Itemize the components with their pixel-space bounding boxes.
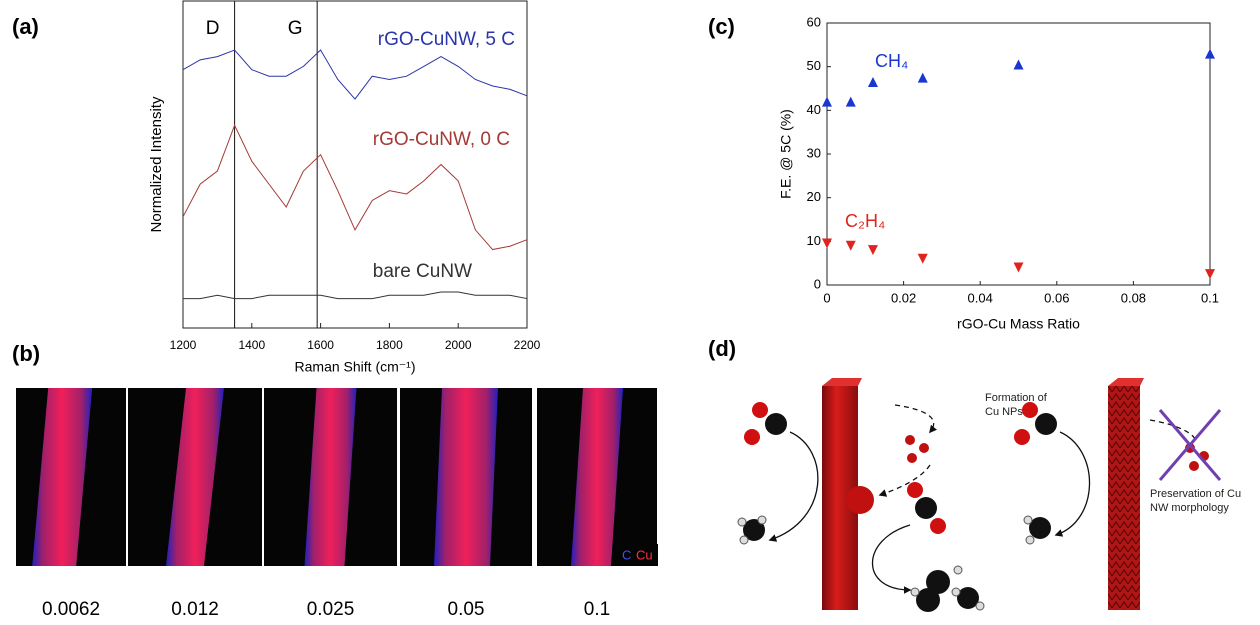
point bbox=[917, 72, 928, 83]
x-tick-label: 1600 bbox=[307, 338, 334, 352]
x-tick-label: 1200 bbox=[170, 338, 197, 352]
y-tick-label: 10 bbox=[807, 233, 821, 248]
note: Cu NPs bbox=[985, 406, 1023, 418]
x-tick-label: 0.06 bbox=[1044, 290, 1069, 305]
y-tick-label: 60 bbox=[807, 14, 821, 29]
x-tick-label: 0.04 bbox=[968, 290, 993, 305]
x-tick-label: 2200 bbox=[514, 338, 541, 352]
x-tick-label: 1800 bbox=[376, 338, 403, 352]
cross bbox=[1158, 409, 1222, 481]
spectrum bbox=[182, 123, 528, 251]
point bbox=[917, 253, 928, 264]
series-label: rGO-CuNW, 5 C bbox=[378, 29, 515, 50]
peak-label: D bbox=[206, 18, 220, 39]
map-band bbox=[304, 388, 357, 566]
panel-label: (d) bbox=[708, 336, 736, 361]
map-label: 0.012 bbox=[171, 599, 219, 620]
spectrum bbox=[182, 49, 528, 100]
x-tick-label: 1400 bbox=[238, 338, 265, 352]
x-tick-label: 0.1 bbox=[1201, 290, 1219, 305]
y-tick-label: 0 bbox=[814, 276, 821, 291]
point bbox=[867, 245, 878, 256]
map-band bbox=[571, 388, 623, 566]
map-band bbox=[32, 388, 93, 566]
x-tick-label: 0.08 bbox=[1121, 290, 1146, 305]
peak-label: G bbox=[288, 18, 303, 39]
point bbox=[1205, 269, 1215, 280]
series-label: rGO-CuNW, 0 C bbox=[373, 129, 510, 150]
map-label: 0.05 bbox=[448, 599, 485, 620]
x-tick-label: 0 bbox=[823, 290, 830, 305]
point bbox=[822, 238, 832, 249]
x-axis-label: rGO-Cu Mass Ratio bbox=[957, 316, 1080, 332]
series-label: bare CuNW bbox=[373, 261, 472, 282]
map-band bbox=[434, 388, 498, 566]
series-label: C₂H₄ bbox=[845, 211, 885, 231]
legend-c: C bbox=[622, 547, 631, 562]
panel-label: (c) bbox=[708, 14, 735, 39]
panel-label: (b) bbox=[12, 341, 40, 366]
y-tick-label: 20 bbox=[807, 189, 821, 204]
note: NW morphology bbox=[1150, 502, 1229, 514]
map-label: 0.1 bbox=[584, 599, 610, 620]
map-label: 0.025 bbox=[307, 599, 355, 620]
series-label: CH₄ bbox=[875, 51, 908, 71]
pillar bbox=[1108, 386, 1140, 610]
point bbox=[1205, 48, 1215, 59]
note: Formation of bbox=[985, 392, 1048, 404]
plot-frame bbox=[182, 0, 528, 329]
x-axis-label: Raman Shift (cm⁻¹) bbox=[295, 359, 416, 375]
note: Preservation of Cu bbox=[1150, 488, 1241, 500]
pillar-top bbox=[1108, 378, 1144, 386]
map-band bbox=[166, 388, 224, 566]
diagram: Formation of Cu NPs Preservation of Cu N… bbox=[737, 378, 1241, 612]
point bbox=[845, 96, 856, 107]
legend-bg bbox=[618, 544, 658, 566]
y-tick-label: 30 bbox=[807, 145, 821, 160]
panel-label: (a) bbox=[12, 14, 39, 39]
spectrum bbox=[183, 291, 528, 300]
point bbox=[845, 240, 856, 251]
y-tick-label: 40 bbox=[807, 102, 821, 117]
map-label: 0.0062 bbox=[42, 599, 100, 620]
molecules bbox=[737, 402, 1209, 612]
legend-cu: Cu bbox=[636, 547, 653, 562]
pillar-top bbox=[822, 378, 862, 386]
x-tick-label: 2000 bbox=[445, 338, 472, 352]
y-tick-label: 50 bbox=[807, 58, 821, 73]
point bbox=[867, 76, 878, 87]
point bbox=[1013, 59, 1024, 70]
point bbox=[1013, 262, 1024, 273]
point bbox=[822, 96, 832, 107]
y-axis-label: Normalized Intensity bbox=[148, 96, 165, 232]
y-axis-label: F.E. @ 5C (%) bbox=[778, 109, 794, 199]
x-tick-label: 0.02 bbox=[891, 290, 916, 305]
